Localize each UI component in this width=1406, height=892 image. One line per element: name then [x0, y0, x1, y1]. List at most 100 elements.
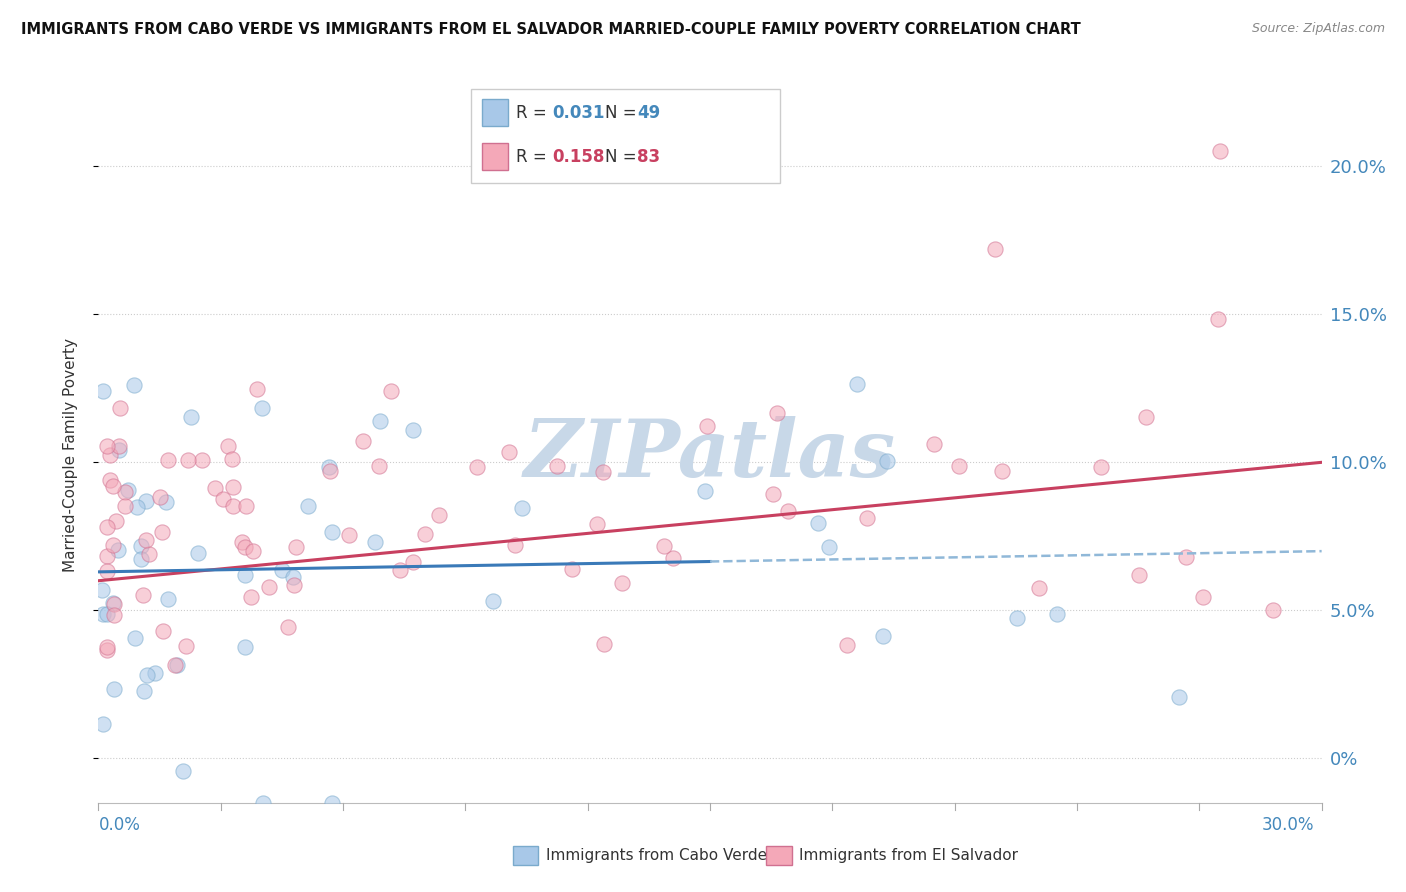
- Point: [98, 473, 121, 487]
- Point: [117, 483, 139, 497]
- Point: [766, 406, 789, 420]
- Point: [103, 607, 125, 622]
- Point: [498, 445, 520, 459]
- Point: [695, 483, 717, 498]
- Point: [807, 516, 830, 530]
- Text: 83: 83: [637, 148, 659, 166]
- Point: [114, 500, 136, 514]
- Point: [221, 452, 243, 467]
- Point: [585, 517, 607, 532]
- Point: [1168, 690, 1191, 705]
- Point: [846, 377, 869, 392]
- Point: [872, 629, 894, 643]
- Point: [1005, 611, 1028, 625]
- Point: [204, 481, 226, 495]
- Text: 0.0%: 0.0%: [98, 816, 141, 834]
- Point: [281, 570, 304, 584]
- Point: [482, 594, 505, 608]
- Text: ZIPatlas: ZIPatlas: [524, 417, 896, 493]
- Point: [96, 640, 118, 654]
- Point: [105, 514, 128, 528]
- Point: [187, 545, 209, 559]
- Point: [96, 642, 118, 657]
- Point: [91, 716, 114, 731]
- Point: [991, 464, 1014, 478]
- Point: [1206, 311, 1229, 326]
- Point: [270, 563, 292, 577]
- Point: [129, 539, 152, 553]
- Point: [922, 437, 945, 451]
- Point: [363, 534, 385, 549]
- Point: [984, 242, 1007, 256]
- Point: [876, 453, 898, 467]
- Point: [96, 564, 118, 578]
- Text: R =: R =: [516, 103, 553, 121]
- Point: [1192, 590, 1215, 604]
- Point: [368, 458, 391, 473]
- Point: [135, 494, 157, 508]
- Point: [1090, 460, 1112, 475]
- Point: [235, 568, 257, 582]
- Point: [696, 418, 718, 433]
- Point: [132, 684, 155, 698]
- Point: [163, 657, 186, 672]
- Point: [152, 624, 174, 638]
- Point: [285, 540, 308, 554]
- Point: [413, 526, 436, 541]
- Point: [129, 552, 152, 566]
- Point: [122, 378, 145, 392]
- Point: [96, 607, 118, 622]
- Point: [91, 607, 114, 621]
- Point: [138, 547, 160, 561]
- Point: [297, 500, 319, 514]
- Point: [149, 491, 172, 505]
- Point: [250, 401, 273, 415]
- Point: [662, 551, 685, 566]
- Text: R =: R =: [516, 148, 553, 166]
- Point: [429, 508, 451, 522]
- Point: [150, 524, 173, 539]
- Y-axis label: Married-Couple Family Poverty: Married-Couple Family Poverty: [63, 338, 77, 572]
- Point: [125, 500, 148, 514]
- Point: [592, 465, 614, 479]
- Point: [402, 423, 425, 437]
- Point: [337, 527, 360, 541]
- Point: [172, 764, 194, 779]
- Point: [402, 555, 425, 569]
- Point: [1175, 550, 1198, 565]
- Point: [211, 491, 233, 506]
- Point: [593, 637, 616, 651]
- Point: [98, 448, 121, 462]
- Point: [610, 575, 633, 590]
- Point: [157, 452, 180, 467]
- Point: [1261, 602, 1284, 616]
- Point: [222, 500, 245, 514]
- Point: [818, 540, 841, 554]
- Point: [246, 383, 269, 397]
- Point: [856, 511, 879, 525]
- Text: N =: N =: [605, 103, 641, 121]
- Point: [166, 657, 188, 672]
- Text: 49: 49: [637, 103, 661, 121]
- Point: [91, 384, 114, 398]
- Point: [948, 459, 970, 474]
- Point: [776, 504, 799, 518]
- Point: [233, 640, 256, 655]
- Point: [1046, 607, 1069, 621]
- Point: [108, 439, 131, 453]
- Point: [510, 501, 533, 516]
- Point: [1135, 410, 1157, 425]
- Point: [319, 464, 342, 478]
- Text: 30.0%: 30.0%: [1263, 816, 1315, 834]
- Point: [318, 460, 340, 475]
- Point: [277, 620, 299, 634]
- Text: Source: ZipAtlas.com: Source: ZipAtlas.com: [1251, 22, 1385, 36]
- Point: [135, 533, 157, 548]
- Point: [352, 434, 374, 448]
- Point: [180, 410, 202, 425]
- Point: [191, 452, 214, 467]
- Point: [835, 638, 858, 652]
- Point: [652, 539, 675, 553]
- Text: IMMIGRANTS FROM CABO VERDE VS IMMIGRANTS FROM EL SALVADOR MARRIED-COUPLE FAMILY : IMMIGRANTS FROM CABO VERDE VS IMMIGRANTS…: [21, 22, 1081, 37]
- Point: [101, 597, 124, 611]
